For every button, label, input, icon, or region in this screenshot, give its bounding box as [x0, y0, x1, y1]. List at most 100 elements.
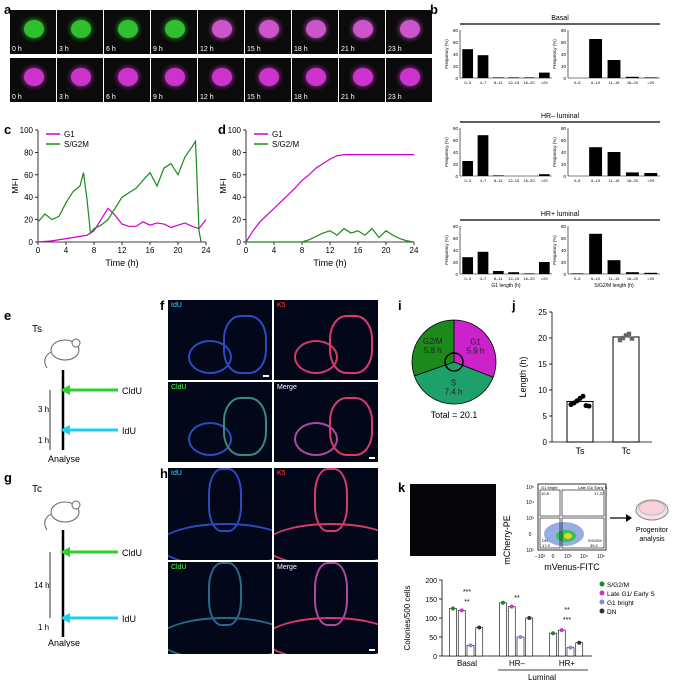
y-axis-label: Frequency (%)	[444, 137, 449, 167]
x-tick-label: 8–11	[494, 178, 503, 183]
x-tick-label: 0–3	[464, 80, 471, 85]
y-tick-label: 20	[561, 162, 567, 167]
timelapse-tile-magenta: 21 h	[339, 58, 385, 102]
flow-xlabel: mVenus-FITC	[544, 562, 600, 572]
timepoint-label: 15 h	[247, 46, 261, 53]
panel-j-bar-chart: 0 5 10 15 20 25 Length (h) Ts Tc	[518, 308, 652, 456]
histogram-bar	[589, 233, 603, 274]
gate-value: 17.9	[542, 543, 551, 548]
flow-xtick: 10⁴	[580, 554, 588, 560]
histogram-bar	[538, 262, 550, 274]
bar-s-g2-m	[499, 602, 507, 657]
x-tick-label: >20	[541, 276, 549, 281]
data-point	[580, 393, 586, 399]
x-tick-label: HR+	[559, 659, 576, 668]
timelapse-tile-green: 9 h	[151, 10, 197, 54]
panel-label-h: h	[160, 466, 168, 481]
histogram-bar	[508, 77, 520, 78]
y-tick-label: 200	[425, 578, 437, 585]
timepoint-label: 23 h	[388, 46, 402, 53]
legend-label: DN	[607, 609, 617, 616]
tc-title: Tc	[32, 484, 42, 495]
data-point	[477, 625, 482, 630]
histogram-bar	[477, 135, 489, 176]
x-axis-label: G1 length (h)	[491, 283, 521, 289]
cycle-arrow-icon	[444, 352, 464, 372]
timelapse-tile-magenta: 9 h	[151, 58, 197, 102]
x-tick-label: 11–15	[609, 276, 621, 281]
y-tick-label: 25	[538, 308, 547, 317]
y-tick-label: 40	[561, 248, 567, 253]
x-tick-label: Ts	[576, 446, 586, 456]
x-tick-label: 16–20	[627, 276, 639, 281]
x-tick-label: 16	[146, 246, 155, 255]
timelapse-tile-green: 23 h	[386, 10, 432, 54]
data-point	[620, 335, 626, 341]
panel-c-line-chart: 0 4 8 12 16 20 24 0 20 40 60 80 100 Time (h) MFI G1S/G2…	[12, 126, 211, 268]
x-tick-label: 4–7	[480, 276, 487, 281]
flow-xtick: 10⁵	[597, 554, 605, 560]
pie-slice-label: 7.4 h	[445, 387, 463, 396]
pie-slice-label: G2/M	[423, 337, 443, 346]
y-tick-label: 40	[232, 193, 241, 202]
interval-label: 3 h	[38, 405, 49, 414]
cldu-label: CldU	[122, 386, 142, 396]
x-tick-label: 12–15	[508, 276, 520, 281]
bar-late-g1-early-s	[557, 629, 566, 657]
histogram-bar	[523, 77, 535, 78]
y-tick-label: 80	[561, 126, 567, 131]
interval-label: 14 h	[34, 581, 50, 590]
legend-swatch	[599, 599, 605, 605]
scale-bar	[369, 457, 375, 459]
histogram-bar	[477, 251, 489, 274]
timepoint-label: 23 h	[388, 94, 402, 101]
x-tick-label: 20	[382, 246, 391, 255]
pie-slice-label: 5.9 h	[467, 347, 485, 356]
timepoint-label: 21 h	[341, 46, 355, 53]
x-axis-label: Time (h)	[313, 258, 346, 268]
wait-label: 1 h	[38, 436, 49, 445]
panel-k-bar-chart: 0 50 100 150 200 Colonies/500 cells Basal HR– HR…	[403, 578, 655, 682]
timepoint-label: 18 h	[294, 94, 308, 101]
progenitor-label-line2: analysis	[639, 536, 665, 543]
y-axis-label: Colonies/500 cells	[403, 586, 412, 651]
x-tick-label: 8–11	[494, 80, 503, 85]
flow-ytick: 10³	[526, 516, 534, 522]
x-tick-label: 6–10	[591, 276, 601, 281]
timelapse-tile-magenta: 12 h	[198, 58, 244, 102]
y-tick-label: 60	[561, 40, 567, 45]
bar-s-g2-m	[449, 608, 457, 657]
histogram-bar	[625, 76, 639, 78]
x-tick-label: 0–5	[574, 276, 581, 281]
y-tick-label: 60	[453, 138, 459, 143]
series-line-s-g2-m	[246, 227, 415, 243]
x-tick-label: HR–	[509, 659, 526, 668]
y-tick-label: 40	[24, 193, 33, 202]
panel-k-flow-plot: mCherry-PE G1 bright 10.8 Late G1/ Early…	[502, 483, 669, 572]
panel-b-histograms: Basal 0 20 40 60 80 Frequency (%) 0–3 4–7 8–11 12–…	[444, 15, 660, 289]
x-axis-label: Time (h)	[105, 258, 138, 268]
panel-label-a: a	[4, 2, 12, 17]
micrograph-k5: K5	[274, 300, 378, 380]
legend-swatch	[599, 608, 605, 614]
group-title: Basal	[551, 15, 569, 22]
histogram-bar	[462, 257, 474, 274]
legend-swatch	[599, 581, 605, 587]
data-point	[459, 608, 464, 613]
x-tick-label: >20	[541, 178, 549, 183]
panel-label-b: b	[430, 2, 438, 17]
progenitor-label-line1: Progenitor	[636, 527, 669, 534]
bar-tc	[612, 336, 640, 443]
histogram-bar	[644, 77, 658, 78]
timelapse-tile-magenta: 23 h	[386, 58, 432, 102]
scale-bar	[369, 649, 375, 651]
y-tick-label: 0	[237, 238, 242, 247]
histogram-bar	[644, 272, 658, 274]
flow-ytick: 10²	[526, 548, 534, 554]
panel-label-c: c	[4, 122, 12, 137]
x-tick-label: 12	[326, 246, 335, 255]
gate-label: S/G2/M	[588, 538, 602, 543]
x-tick-label: 12–15	[508, 80, 520, 85]
x-tick-label: 16–20	[523, 276, 535, 281]
data-point	[577, 640, 582, 645]
